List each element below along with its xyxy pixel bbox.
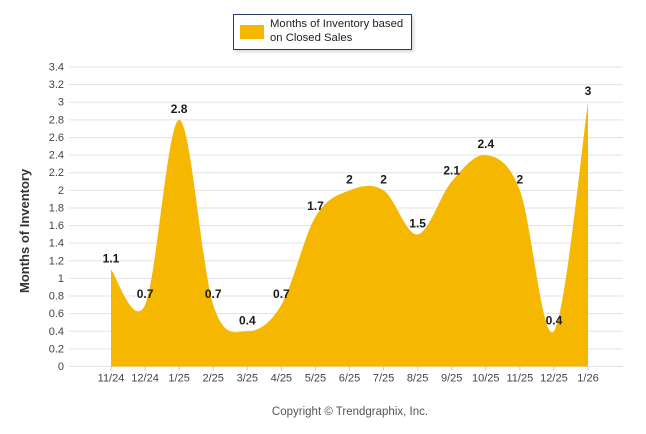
svg-text:1.6: 1.6 — [49, 220, 64, 232]
svg-text:1.7: 1.7 — [307, 199, 324, 213]
svg-text:3.4: 3.4 — [49, 62, 64, 74]
svg-text:1/26: 1/26 — [577, 373, 598, 385]
svg-text:1.1: 1.1 — [103, 252, 120, 266]
svg-text:2.2: 2.2 — [49, 167, 64, 179]
svg-text:12/24: 12/24 — [131, 373, 159, 385]
svg-text:2: 2 — [380, 172, 387, 186]
svg-text:2.4: 2.4 — [477, 137, 494, 151]
svg-text:0.4: 0.4 — [49, 326, 64, 338]
svg-text:0.7: 0.7 — [273, 287, 290, 301]
svg-text:2.6: 2.6 — [49, 132, 64, 144]
svg-text:3: 3 — [585, 84, 592, 98]
svg-text:12/25: 12/25 — [540, 373, 568, 385]
svg-text:11/25: 11/25 — [507, 373, 534, 385]
svg-text:0.7: 0.7 — [137, 287, 154, 301]
svg-text:9/25: 9/25 — [441, 373, 462, 385]
svg-text:3: 3 — [58, 97, 64, 109]
svg-text:0.6: 0.6 — [49, 308, 64, 320]
svg-text:0.8: 0.8 — [49, 291, 64, 303]
svg-text:2.4: 2.4 — [49, 150, 64, 162]
svg-text:1.2: 1.2 — [49, 255, 64, 267]
svg-text:2: 2 — [517, 172, 524, 186]
svg-text:2/25: 2/25 — [202, 373, 223, 385]
svg-text:1.5: 1.5 — [409, 216, 426, 230]
svg-text:0: 0 — [58, 361, 64, 373]
svg-text:1/25: 1/25 — [168, 373, 189, 385]
svg-text:1: 1 — [58, 273, 64, 285]
svg-text:5/25: 5/25 — [305, 373, 326, 385]
svg-text:8/25: 8/25 — [407, 373, 428, 385]
svg-text:0.7: 0.7 — [205, 287, 222, 301]
svg-text:2: 2 — [346, 172, 353, 186]
svg-text:11/24: 11/24 — [98, 373, 125, 385]
svg-text:2.8: 2.8 — [171, 102, 188, 116]
svg-text:4/25: 4/25 — [271, 373, 292, 385]
svg-text:2: 2 — [58, 185, 64, 197]
svg-text:0.2: 0.2 — [49, 343, 64, 355]
svg-text:1.4: 1.4 — [49, 238, 64, 250]
svg-text:1.8: 1.8 — [49, 202, 64, 214]
svg-text:3.2: 3.2 — [49, 79, 64, 91]
svg-text:3/25: 3/25 — [237, 373, 258, 385]
svg-text:10/25: 10/25 — [472, 373, 500, 385]
svg-text:6/25: 6/25 — [339, 373, 360, 385]
svg-text:0.4: 0.4 — [239, 313, 256, 327]
svg-text:7/25: 7/25 — [373, 373, 394, 385]
svg-text:0.4: 0.4 — [546, 313, 563, 327]
svg-text:2.1: 2.1 — [443, 164, 460, 178]
svg-text:2.8: 2.8 — [49, 114, 64, 126]
